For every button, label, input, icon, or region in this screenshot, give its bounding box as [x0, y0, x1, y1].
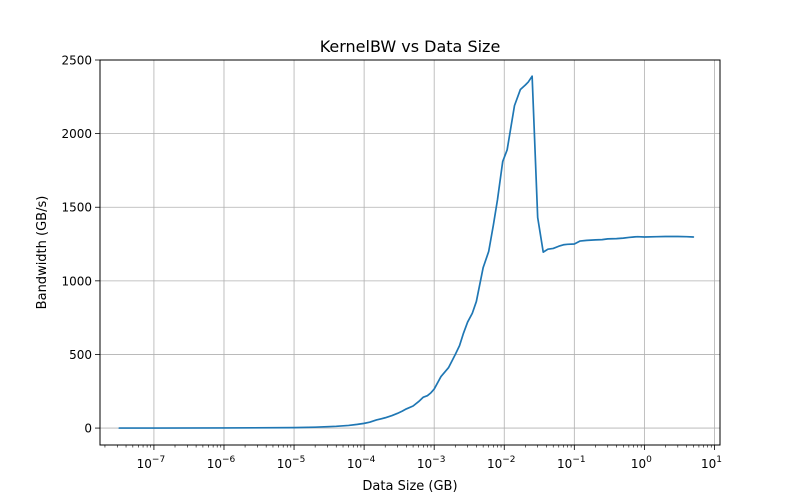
y-tick-label: 2000 — [61, 127, 92, 141]
x-tick-label: 10−3 — [417, 455, 446, 471]
plot-frame — [99, 59, 721, 446]
x-tick-label: 101 — [701, 455, 722, 471]
y-tick-label: 1500 — [61, 201, 92, 215]
bandwidth-series-line — [118, 75, 695, 429]
x-tick-label: 10−1 — [557, 455, 586, 471]
x-tick-label: 10−7 — [137, 455, 166, 471]
x-tick-label: 10−5 — [277, 455, 306, 471]
grid — [100, 59, 720, 445]
x-axis-label: Data Size (GB) — [362, 479, 457, 494]
x-tick-label: 100 — [631, 455, 652, 471]
chart-title: KernelBW vs Data Size — [320, 37, 501, 56]
y-tick-label: 2500 — [61, 54, 92, 68]
x-tick-label: 10−2 — [487, 455, 516, 471]
y-tick-label: 1000 — [61, 274, 92, 288]
y-tick-label: 500 — [69, 348, 92, 362]
y-tick-label: 0 — [84, 422, 92, 436]
axis-ticks: 10−7 10−6 10−5 10−4 10−3 10−2 10−1 100 101 0 500 10… — [61, 54, 722, 472]
x-tick-label: 10−4 — [347, 455, 376, 471]
series-layer — [118, 75, 695, 429]
y-axis-label: Bandwidth (GB/s) — [35, 196, 50, 310]
x-tick-label: 10−6 — [207, 455, 236, 471]
